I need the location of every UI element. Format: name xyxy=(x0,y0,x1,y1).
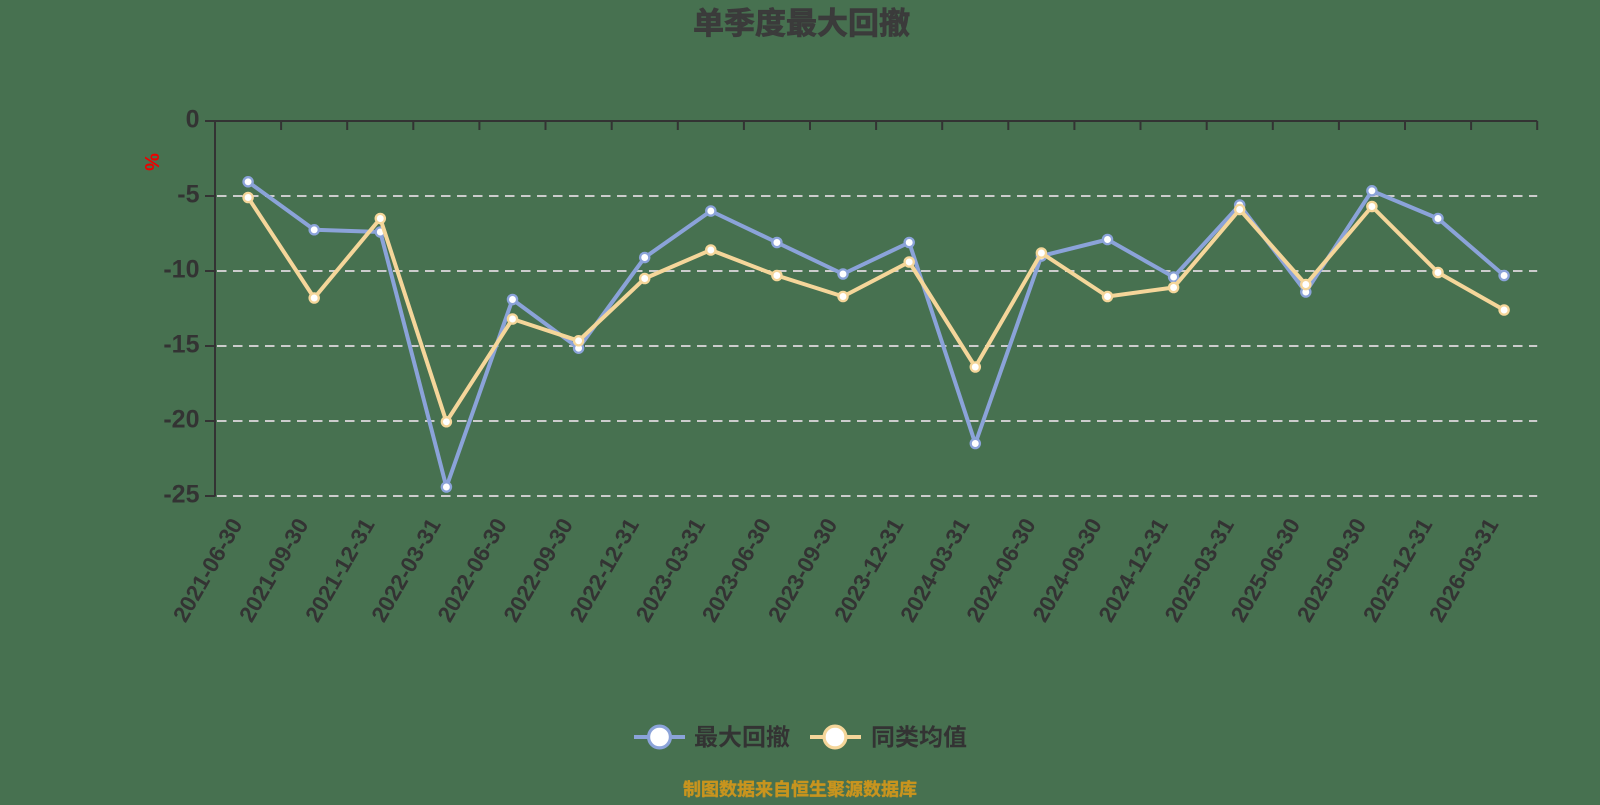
svg-text:%: % xyxy=(140,153,162,171)
svg-text:-25: -25 xyxy=(163,481,199,509)
svg-text:-5: -5 xyxy=(177,181,199,209)
svg-text:-10: -10 xyxy=(163,256,199,284)
svg-text:0: 0 xyxy=(186,106,200,134)
svg-text:-20: -20 xyxy=(163,406,199,434)
svg-text:-15: -15 xyxy=(163,331,199,359)
